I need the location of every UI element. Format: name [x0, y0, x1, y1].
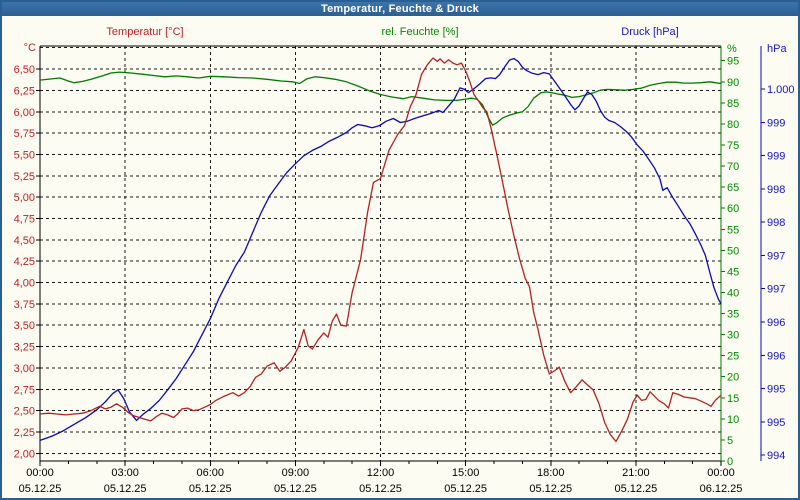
pressure-tick-label: 997 [767, 284, 785, 296]
pressure-tick-label: 997 [767, 250, 785, 262]
temperature-unit-label: °C [24, 42, 36, 54]
temperature-tick-label: 3,00 [14, 363, 35, 375]
humidity-tick-label: 95 [727, 56, 739, 68]
pressure-tick-label: 995 [767, 417, 785, 429]
chart-svg: 6,50 6,25 6,00 5,75 5,50 5,25 5,00 4,75 4,50 4,25… [14, 26, 795, 495]
humidity-tick-label: 5 [727, 435, 733, 447]
pressure-tick-label: 996 [767, 317, 785, 329]
temperature-tick-label: 2,50 [14, 406, 35, 418]
time-label: 15:00 [452, 467, 480, 479]
window-titlebar: Temperatur, Feuchte & Druck [2, 2, 798, 16]
axes [39, 45, 762, 462]
temperature-series-label: Temperatur [°C] [106, 26, 183, 38]
axis-ticks-and-labels: 6,50 6,25 6,00 5,75 5,50 5,25 5,00 4,75 4,50 4,25… [14, 56, 795, 495]
temperature-tick-label: 6,50 [14, 64, 35, 76]
humidity-tick-label: 45 [727, 266, 739, 278]
time-label: 00:00 [26, 467, 54, 479]
temperature-tick-label: 6,00 [14, 107, 35, 119]
time-label: 12:00 [367, 467, 395, 479]
window-title: Temperatur, Feuchte & Druck [320, 3, 479, 15]
humidity-tick-label: 25 [727, 351, 739, 363]
temperature-tick-label: 5,25 [14, 171, 35, 183]
temperature-tick-label: 5,75 [14, 128, 35, 140]
temperature-tick-label: 5,00 [14, 192, 35, 204]
date-label: 05.12.25 [19, 483, 62, 495]
pressure-unit-label: hPa [767, 43, 787, 55]
humidity-tick-label: 70 [727, 161, 739, 173]
time-label: 06:00 [196, 467, 224, 479]
humidity-tick-label: 0 [727, 456, 733, 468]
temperature-tick-label: 3,25 [14, 342, 35, 354]
humidity-tick-label: 50 [727, 245, 739, 257]
temperature-tick-label: 3,50 [14, 320, 35, 332]
temperature-tick-label: 4,75 [14, 213, 35, 225]
pressure-tick-label: 998 [767, 184, 785, 196]
series-line-humidity [39, 71, 722, 126]
humidity-tick-label: 15 [727, 393, 739, 405]
temperature-tick-label: 2,25 [14, 427, 35, 439]
date-label: 06.12.25 [700, 483, 743, 495]
humidity-tick-label: 90 [727, 77, 739, 89]
date-label: 05.12.25 [529, 483, 572, 495]
date-label: 05.12.25 [614, 483, 657, 495]
humidity-tick-label: 65 [727, 182, 739, 194]
pressure-tick-label: 995 [767, 384, 785, 396]
date-label: 05.12.25 [359, 483, 402, 495]
humidity-series-label: rel. Feuchte [%] [381, 26, 458, 38]
time-label: 21:00 [622, 467, 650, 479]
humidity-tick-label: 40 [727, 287, 739, 299]
temperature-tick-label: 4,25 [14, 256, 35, 268]
humidity-tick-label: 20 [727, 372, 739, 384]
temperature-tick-label: 4,50 [14, 235, 35, 247]
humidity-tick-label: 85 [727, 98, 739, 110]
date-label: 05.12.25 [274, 483, 317, 495]
pressure-series-label: Druck [hPa] [621, 26, 678, 38]
humidity-tick-label: 35 [727, 309, 739, 321]
series-line-temperature [39, 57, 722, 443]
pressure-tick-label: 994 [767, 450, 785, 462]
humidity-tick-label: 30 [727, 330, 739, 342]
temperature-tick-label: 4,00 [14, 278, 35, 290]
pressure-tick-label: 998 [767, 217, 785, 229]
pressure-tick-label: 999 [767, 117, 785, 129]
time-label: 00:00 [707, 467, 735, 479]
series-line-pressure [39, 57, 722, 442]
temperature-tick-label: 2,00 [14, 448, 35, 460]
humidity-unit-label: % [727, 43, 737, 55]
temperature-tick-label: 3,75 [14, 299, 35, 311]
data-series [39, 57, 722, 443]
time-label: 03:00 [111, 467, 139, 479]
date-label: 05.12.25 [104, 483, 147, 495]
pressure-tick-label: 999 [767, 151, 785, 163]
humidity-tick-label: 60 [727, 203, 739, 215]
time-label: 18:00 [537, 467, 565, 479]
humidity-tick-label: 75 [727, 140, 739, 152]
time-label: 09:00 [282, 467, 310, 479]
grid-lines [40, 46, 721, 461]
humidity-tick-label: 55 [727, 224, 739, 236]
humidity-tick-label: 10 [727, 414, 739, 426]
temperature-tick-label: 5,50 [14, 149, 35, 161]
temperature-tick-label: 6,25 [14, 85, 35, 97]
date-label: 05.12.25 [444, 483, 487, 495]
pressure-tick-label: 996 [767, 350, 785, 362]
date-label: 05.12.25 [189, 483, 232, 495]
humidity-tick-label: 80 [727, 119, 739, 131]
pressure-tick-label: 1.000 [767, 84, 795, 96]
temperature-tick-label: 2,75 [14, 384, 35, 396]
